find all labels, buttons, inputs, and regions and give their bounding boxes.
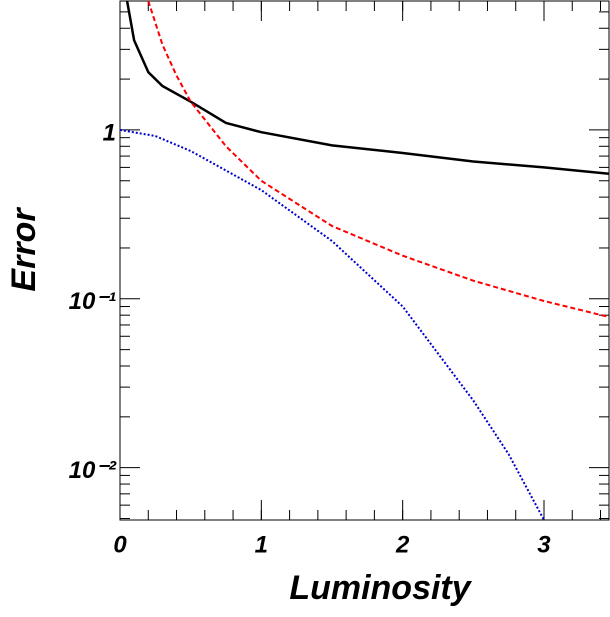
series-line <box>120 128 545 520</box>
x-tick-label: 1 <box>255 531 268 558</box>
series-line <box>147 1 609 318</box>
y-axis-title: Error <box>5 207 43 292</box>
y-tick-label: 1 <box>103 119 116 146</box>
y-tick-label: 10⁻¹ <box>69 288 116 315</box>
series-line <box>125 1 609 176</box>
x-axis-title: Luminosity <box>289 569 472 607</box>
y-tick-label: 10⁻² <box>69 457 117 484</box>
x-tick-label: 3 <box>537 531 551 558</box>
x-tick-label: 2 <box>395 531 410 558</box>
x-tick-label: 0 <box>113 531 127 558</box>
plot-frame <box>119 0 610 521</box>
